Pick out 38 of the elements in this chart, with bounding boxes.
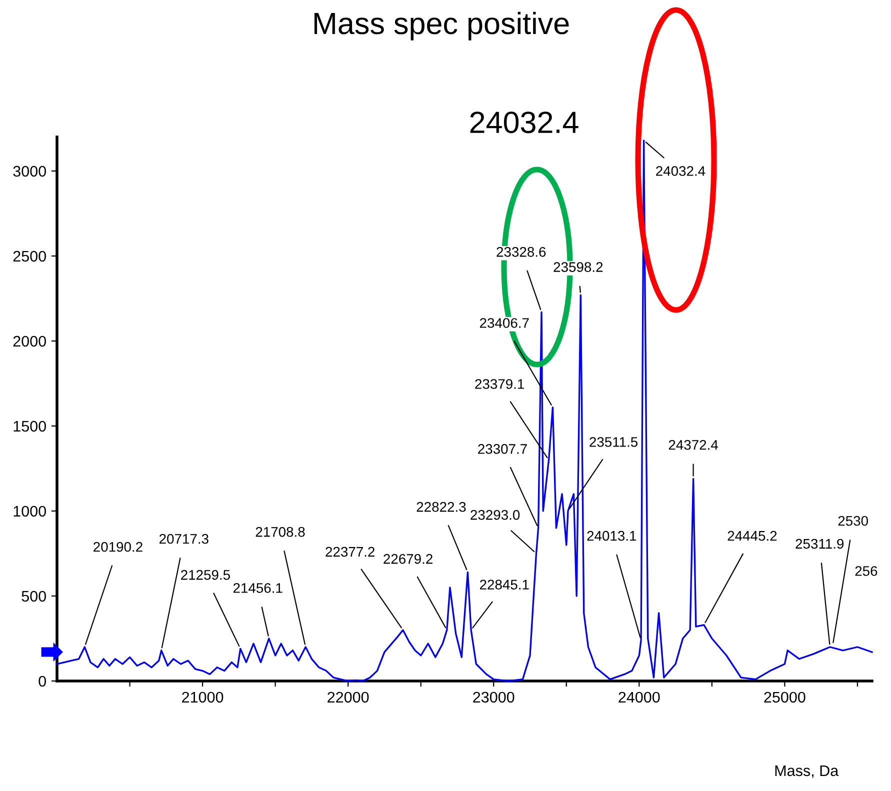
annotation: 23328.6 bbox=[496, 247, 546, 257]
text: 24032.4 bbox=[470, 112, 578, 134]
annotation: 23511.5 bbox=[590, 437, 638, 447]
y-tick-label: 1000 bbox=[14, 506, 46, 517]
annotation: 21259.5 bbox=[181, 570, 230, 580]
x-tick-label: 21000 bbox=[182, 692, 224, 703]
chart-title: Mass spec positive bbox=[314, 12, 569, 40]
annotation: 22822.3 bbox=[416, 502, 466, 512]
y-tick-label: 2000 bbox=[13, 336, 46, 347]
annotation: 24032.4 bbox=[656, 166, 706, 176]
annotation: 256 bbox=[855, 566, 878, 576]
annotation: 23598.2 bbox=[554, 262, 603, 272]
annotation: 21708.8 bbox=[256, 526, 305, 537]
x-axis-title: Mass, Da bbox=[775, 765, 839, 778]
annotation: 22377.2 bbox=[326, 546, 375, 557]
annotation: 22845.1 bbox=[480, 580, 529, 590]
y-tick-label: 3000 bbox=[13, 166, 46, 177]
annotation: 24372.4 bbox=[668, 440, 718, 450]
y-tick-label: 1500 bbox=[14, 420, 46, 432]
annotation: 20190.2 bbox=[94, 542, 142, 552]
annotation: 22679.2 bbox=[384, 554, 432, 564]
annotation: 21456.1 bbox=[233, 583, 282, 593]
annotation: 23307.7 bbox=[478, 444, 527, 454]
annotation: 2530 bbox=[838, 516, 868, 526]
annotation: 20717.3 bbox=[160, 534, 208, 544]
annotation: 23406.7 bbox=[480, 318, 529, 328]
y-tick-label: 0 bbox=[38, 676, 46, 687]
annotation: 25311.9 bbox=[796, 538, 844, 549]
x-tick-label: 22000 bbox=[328, 692, 369, 703]
y-tick-label: 2500 bbox=[13, 250, 46, 262]
y-tick-label: 500 bbox=[22, 590, 46, 602]
annotation: 23293.0 bbox=[470, 510, 520, 520]
x-tick-label: 24000 bbox=[618, 692, 660, 703]
annotation: 24445.2 bbox=[728, 530, 777, 541]
x-tick-label: 23000 bbox=[473, 692, 514, 703]
annotation: 24013.1 bbox=[587, 530, 636, 541]
x-tick-label: 25000 bbox=[764, 692, 806, 703]
annotation: 23379.1 bbox=[475, 379, 524, 389]
